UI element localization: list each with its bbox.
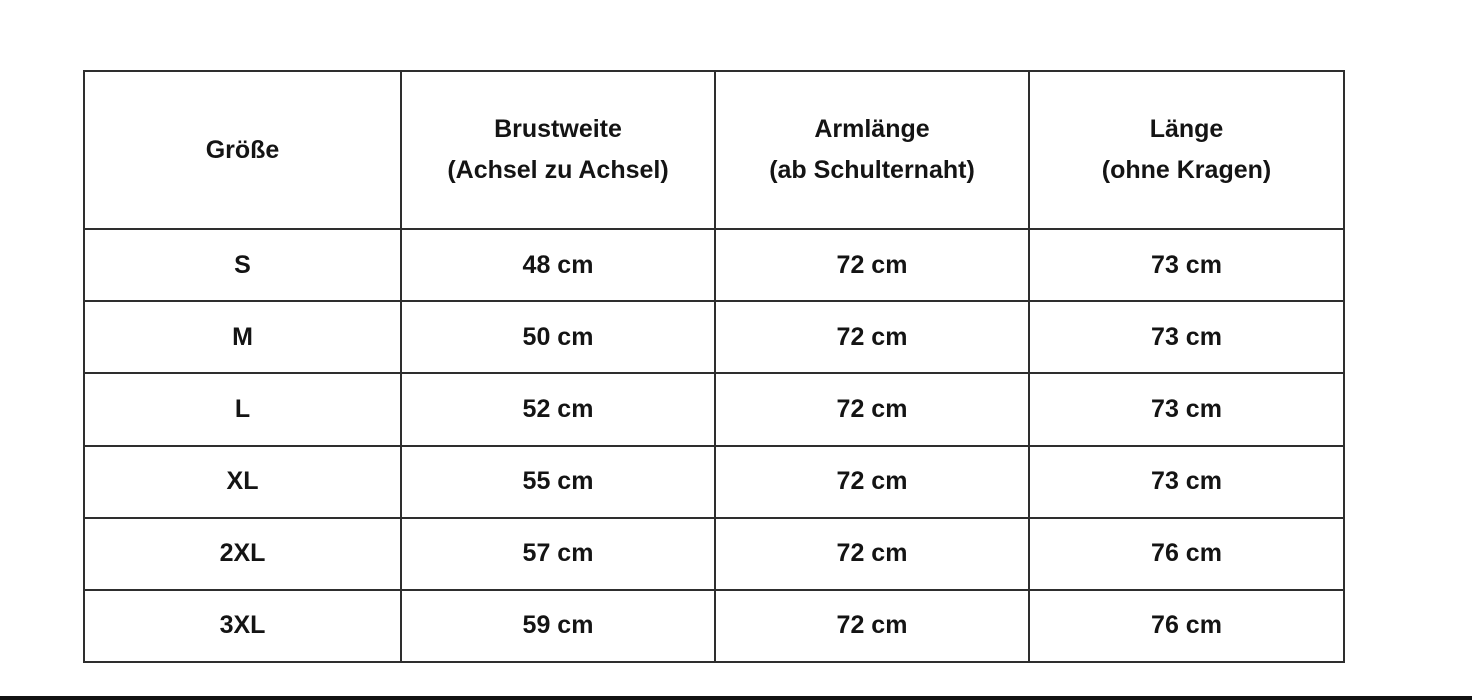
table-row: S 48 cm 72 cm 73 cm <box>83 228 1345 303</box>
column-header-sublabel: (Achsel zu Achsel) <box>447 156 669 185</box>
cell-length: 73 cm <box>1028 300 1345 375</box>
cell-length: 73 cm <box>1028 228 1345 303</box>
column-header-chest: Brustweite (Achsel zu Achsel) <box>400 69 716 231</box>
cell-length: 76 cm <box>1028 516 1345 591</box>
cell-length: 73 cm <box>1028 372 1345 447</box>
table-row: 2XL 57 cm 72 cm 76 cm <box>83 516 1345 591</box>
cell-size: 2XL <box>83 516 402 591</box>
cell-arm: 72 cm <box>714 300 1030 375</box>
cell-arm: 72 cm <box>714 516 1030 591</box>
column-header-size: Größe <box>83 69 402 231</box>
column-header-arm: Armlänge (ab Schulternaht) <box>714 69 1030 231</box>
table-row: 3XL 59 cm 72 cm 76 cm <box>83 588 1345 664</box>
cell-arm: 72 cm <box>714 228 1030 303</box>
column-header-label: Brustweite <box>494 115 622 144</box>
column-header-label: Länge <box>1149 115 1224 144</box>
cell-arm: 72 cm <box>714 372 1030 447</box>
cell-size: XL <box>83 444 402 519</box>
cell-size: S <box>83 228 402 303</box>
cell-chest: 48 cm <box>400 228 716 303</box>
size-chart-table: Größe Brustweite (Achsel zu Achsel) Arml… <box>83 69 1345 664</box>
column-header-label: Armlänge <box>814 115 930 144</box>
column-header-label: Größe <box>205 135 280 164</box>
bottom-edge-bar <box>0 696 1472 700</box>
cell-chest: 59 cm <box>400 588 716 664</box>
cell-size: M <box>83 300 402 375</box>
cell-chest: 52 cm <box>400 372 716 447</box>
cell-length: 73 cm <box>1028 444 1345 519</box>
column-header-length: Länge (ohne Kragen) <box>1028 69 1345 231</box>
cell-size: L <box>83 372 402 447</box>
size-chart: Größe Brustweite (Achsel zu Achsel) Arml… <box>83 69 1345 664</box>
cell-chest: 55 cm <box>400 444 716 519</box>
table-row: M 50 cm 72 cm 73 cm <box>83 300 1345 375</box>
column-header-sublabel: (ab Schulternaht) <box>769 156 975 185</box>
table-row: XL 55 cm 72 cm 73 cm <box>83 444 1345 519</box>
table-row: L 52 cm 72 cm 73 cm <box>83 372 1345 447</box>
cell-length: 76 cm <box>1028 588 1345 664</box>
column-header-sublabel: (ohne Kragen) <box>1101 156 1272 185</box>
cell-arm: 72 cm <box>714 444 1030 519</box>
cell-arm: 72 cm <box>714 588 1030 664</box>
cell-chest: 50 cm <box>400 300 716 375</box>
header-row: Größe Brustweite (Achsel zu Achsel) Arml… <box>83 69 1345 231</box>
cell-chest: 57 cm <box>400 516 716 591</box>
cell-size: 3XL <box>83 588 402 664</box>
